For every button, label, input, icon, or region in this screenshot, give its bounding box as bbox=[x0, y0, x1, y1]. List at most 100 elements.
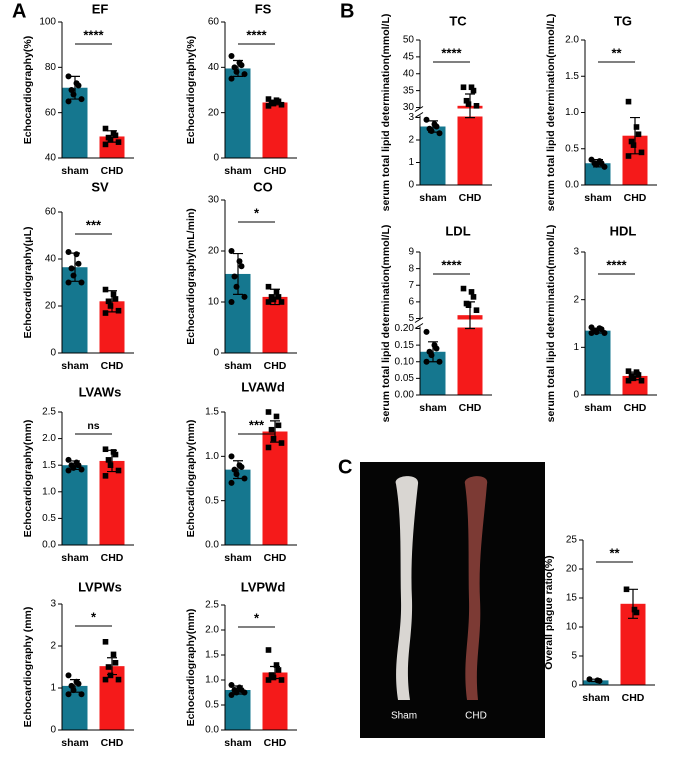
data-point bbox=[112, 296, 119, 302]
data-point bbox=[265, 299, 272, 305]
y-tick-label: 80 bbox=[45, 62, 57, 73]
data-point bbox=[65, 467, 72, 474]
data-point bbox=[423, 358, 430, 365]
chart-panel: LVPWs Echocardiography (mm) 0 1 2 3 sham CHD * bbox=[22, 579, 134, 749]
data-point bbox=[65, 672, 72, 679]
x-tick-label: sham bbox=[419, 402, 446, 414]
data-point bbox=[278, 101, 285, 108]
y-tick-label: 1.5 bbox=[565, 71, 579, 82]
data-point bbox=[65, 279, 72, 286]
panel-label: B bbox=[340, 0, 354, 22]
chd-vessel bbox=[464, 476, 488, 700]
data-point bbox=[115, 139, 122, 145]
data-point bbox=[596, 677, 603, 684]
data-point bbox=[265, 444, 272, 451]
x-tick-label: sham bbox=[584, 402, 611, 414]
data-point bbox=[423, 328, 430, 335]
chart-title: LVPWd bbox=[241, 579, 286, 594]
chart-title: HDL bbox=[610, 223, 637, 238]
break-mark bbox=[414, 317, 424, 323]
data-point bbox=[273, 289, 280, 295]
data-point bbox=[110, 291, 117, 298]
data-point bbox=[633, 124, 640, 130]
data-point bbox=[625, 98, 632, 105]
y-axis-label: Echocardiography(mm) bbox=[22, 420, 34, 538]
data-point bbox=[73, 251, 80, 258]
significance-label: **** bbox=[441, 45, 462, 60]
data-point bbox=[633, 609, 640, 616]
data-point bbox=[473, 307, 480, 313]
y-tick-label: 2 bbox=[50, 641, 56, 652]
y-tick-label: 1.0 bbox=[205, 675, 219, 686]
panel-label: A bbox=[12, 0, 26, 22]
data-point bbox=[233, 689, 240, 696]
data-point bbox=[601, 330, 608, 337]
y-tick-label: 30 bbox=[403, 102, 415, 113]
data-point bbox=[107, 672, 114, 679]
y-tick-label: 0 bbox=[50, 348, 56, 359]
y-tick-label: 2.0 bbox=[205, 625, 219, 636]
significance-label: *** bbox=[249, 417, 265, 432]
data-point bbox=[630, 375, 637, 382]
data-point bbox=[278, 440, 285, 446]
axis-break bbox=[414, 108, 494, 117]
y-axis-label: serum total lipid determination(mmol/L) bbox=[380, 225, 392, 423]
data-point bbox=[273, 413, 280, 420]
data-point bbox=[102, 446, 109, 453]
y-tick-label: 2.0 bbox=[565, 35, 579, 46]
data-point bbox=[231, 273, 238, 280]
panel-label: C bbox=[338, 456, 352, 478]
data-point bbox=[107, 462, 114, 468]
y-axis-label: Echocardiography(mm) bbox=[185, 609, 197, 727]
chart-panel: TG serum total lipid determination(mmol/L… bbox=[545, 13, 657, 211]
y-tick-label: 30 bbox=[208, 195, 220, 206]
bar bbox=[420, 126, 446, 185]
x-tick-label: sham bbox=[224, 165, 251, 177]
x-tick-label: CHD bbox=[101, 737, 124, 749]
data-point bbox=[228, 479, 235, 486]
data-point bbox=[278, 299, 285, 305]
data-point bbox=[107, 137, 114, 143]
data-point bbox=[238, 62, 245, 69]
y-tick-label: 40 bbox=[45, 153, 57, 164]
data-point bbox=[625, 377, 632, 384]
data-point bbox=[115, 467, 122, 474]
data-point bbox=[635, 131, 642, 138]
data-point bbox=[465, 101, 472, 107]
data-point bbox=[241, 71, 248, 78]
x-tick-label: CHD bbox=[264, 552, 287, 564]
data-point bbox=[628, 138, 635, 145]
data-point bbox=[65, 691, 72, 698]
data-point bbox=[236, 258, 243, 265]
chart-panel: LDL serum total lipid determination(mmol/… bbox=[380, 223, 494, 422]
y-tick-label: 6 bbox=[408, 297, 414, 308]
y-tick-label: 0.5 bbox=[42, 513, 56, 524]
x-tick-label: sham bbox=[224, 552, 251, 564]
y-tick-label: 0.5 bbox=[205, 700, 219, 711]
y-axis-label: Echocardiography(%) bbox=[185, 36, 197, 145]
y-tick-label: 60 bbox=[208, 17, 220, 28]
data-point bbox=[78, 691, 85, 698]
data-point bbox=[428, 352, 435, 359]
y-tick-label: 1 bbox=[408, 157, 414, 168]
y-axis-label: serum total lipid determination(mmol/L) bbox=[545, 14, 557, 212]
data-point bbox=[460, 84, 467, 91]
data-point bbox=[102, 473, 109, 479]
data-point bbox=[601, 163, 608, 170]
y-tick-label: 0.05 bbox=[395, 373, 415, 384]
y-axis-label: Overall plague ratio(%) bbox=[543, 555, 555, 669]
data-point bbox=[70, 91, 77, 98]
data-point bbox=[270, 435, 277, 442]
data-point bbox=[107, 303, 114, 309]
data-point bbox=[638, 377, 645, 384]
data-point bbox=[593, 329, 600, 336]
data-point bbox=[231, 64, 238, 71]
data-point bbox=[428, 128, 435, 134]
chart-panel: HDL serum total lipid determination(mmol/… bbox=[545, 223, 657, 422]
x-tick-label: CHD bbox=[622, 692, 645, 704]
data-point bbox=[110, 651, 117, 658]
chart-panel: TC serum total lipid determination(mmol/L… bbox=[380, 13, 494, 211]
x-tick-label: CHD bbox=[264, 360, 287, 372]
x-tick-label: CHD bbox=[101, 165, 124, 177]
data-point bbox=[105, 298, 112, 305]
